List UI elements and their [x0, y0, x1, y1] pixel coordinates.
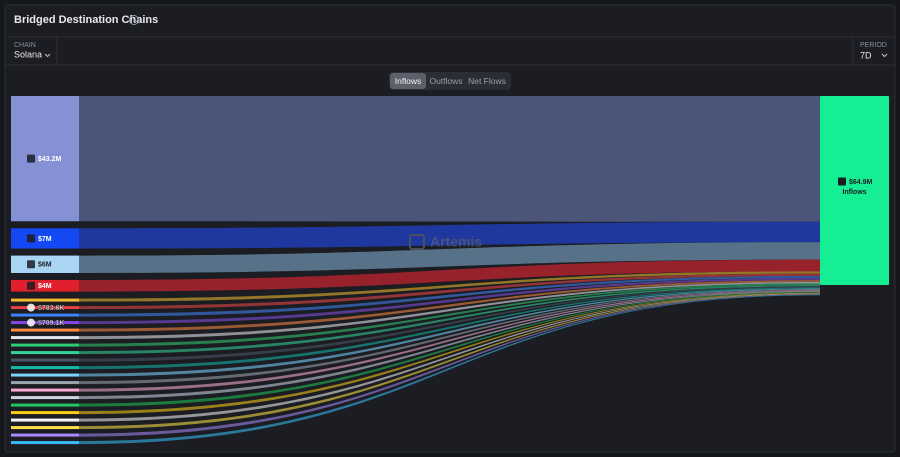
flow — [79, 292, 820, 415]
filter-label: CHAIN — [14, 42, 36, 49]
source-node[interactable] — [11, 336, 79, 340]
period-select[interactable]: PERIOD 7D — [860, 42, 888, 61]
chain-icon — [27, 234, 35, 243]
target-node[interactable] — [820, 96, 889, 285]
source-node[interactable] — [11, 396, 79, 400]
source-node[interactable] — [11, 313, 79, 317]
flow — [79, 291, 820, 400]
source-node[interactable] — [11, 228, 79, 249]
source-node[interactable] — [11, 255, 79, 273]
source-node[interactable] — [11, 418, 79, 422]
source-nodes — [11, 96, 79, 445]
info-icon[interactable] — [129, 15, 139, 25]
source-node[interactable] — [11, 366, 79, 370]
source-node[interactable] — [11, 426, 79, 430]
source-node[interactable] — [11, 388, 79, 392]
flow — [79, 294, 820, 445]
source-node[interactable] — [11, 96, 79, 222]
flows — [79, 96, 820, 445]
source-node[interactable] — [11, 358, 79, 362]
value-label: $709.1K — [38, 320, 64, 327]
tab[interactable]: Inflows — [395, 76, 421, 86]
value-label: $7M — [38, 236, 52, 243]
source-node[interactable] — [11, 433, 79, 437]
chain-icon — [27, 303, 35, 312]
chevron — [44, 53, 51, 58]
source-node[interactable] — [11, 279, 79, 292]
labels: $43.2M $7M $6M $4M $783.6K $709.1K — [27, 154, 65, 327]
source-node[interactable] — [11, 411, 79, 415]
tab[interactable]: Outflows — [429, 76, 462, 86]
watermark-text: Artemis — [430, 234, 482, 250]
card-title: Bridged Destination Chains — [14, 14, 158, 26]
value-label: $6M — [38, 262, 52, 269]
flow — [79, 294, 820, 437]
source-node[interactable] — [11, 343, 79, 347]
chain-select[interactable]: CHAIN Solana — [14, 42, 51, 60]
target-icon — [838, 177, 846, 186]
chevron — [881, 53, 888, 58]
source-node[interactable] — [11, 328, 79, 332]
target-name: Inflows — [842, 189, 866, 196]
flow — [79, 281, 820, 340]
source-node[interactable] — [11, 351, 79, 355]
value-label: $64.9M — [849, 179, 873, 186]
flow — [79, 290, 820, 392]
chain-icon — [27, 154, 35, 163]
flow — [79, 271, 820, 302]
tab-active — [390, 73, 426, 89]
flow — [79, 291, 820, 407]
flow — [79, 278, 820, 325]
flow — [79, 289, 820, 385]
flow — [79, 259, 820, 292]
flow — [79, 293, 820, 422]
watermark: Artemis — [409, 234, 482, 250]
flow — [79, 283, 820, 347]
value-label: $4M — [38, 283, 52, 290]
flow — [79, 242, 820, 273]
filter-value: Solana — [14, 49, 42, 59]
flow — [79, 96, 820, 222]
flow — [79, 286, 820, 362]
filter-value: 7D — [860, 50, 872, 60]
value-label: $783.6K — [38, 305, 64, 312]
source-node[interactable] — [11, 306, 79, 310]
tab[interactable]: Net Flows — [468, 76, 506, 86]
watermark-logo — [409, 234, 425, 250]
source-node[interactable] — [11, 403, 79, 407]
flow — [79, 293, 820, 430]
source-node[interactable] — [11, 298, 79, 302]
source-node[interactable] — [11, 381, 79, 385]
flow — [79, 287, 820, 370]
source-node[interactable] — [11, 441, 79, 445]
source-node[interactable] — [11, 321, 79, 325]
chain-icon — [27, 281, 35, 290]
chain-icon — [27, 318, 35, 327]
flow — [79, 284, 820, 355]
flow — [79, 280, 820, 332]
flow — [79, 221, 820, 249]
value-label: $43.2M — [38, 156, 62, 163]
filter-label: PERIOD — [860, 42, 887, 49]
source-node[interactable] — [11, 373, 79, 377]
flow — [79, 275, 820, 317]
flow — [79, 273, 820, 310]
chain-icon — [27, 260, 35, 269]
flow — [79, 288, 820, 377]
